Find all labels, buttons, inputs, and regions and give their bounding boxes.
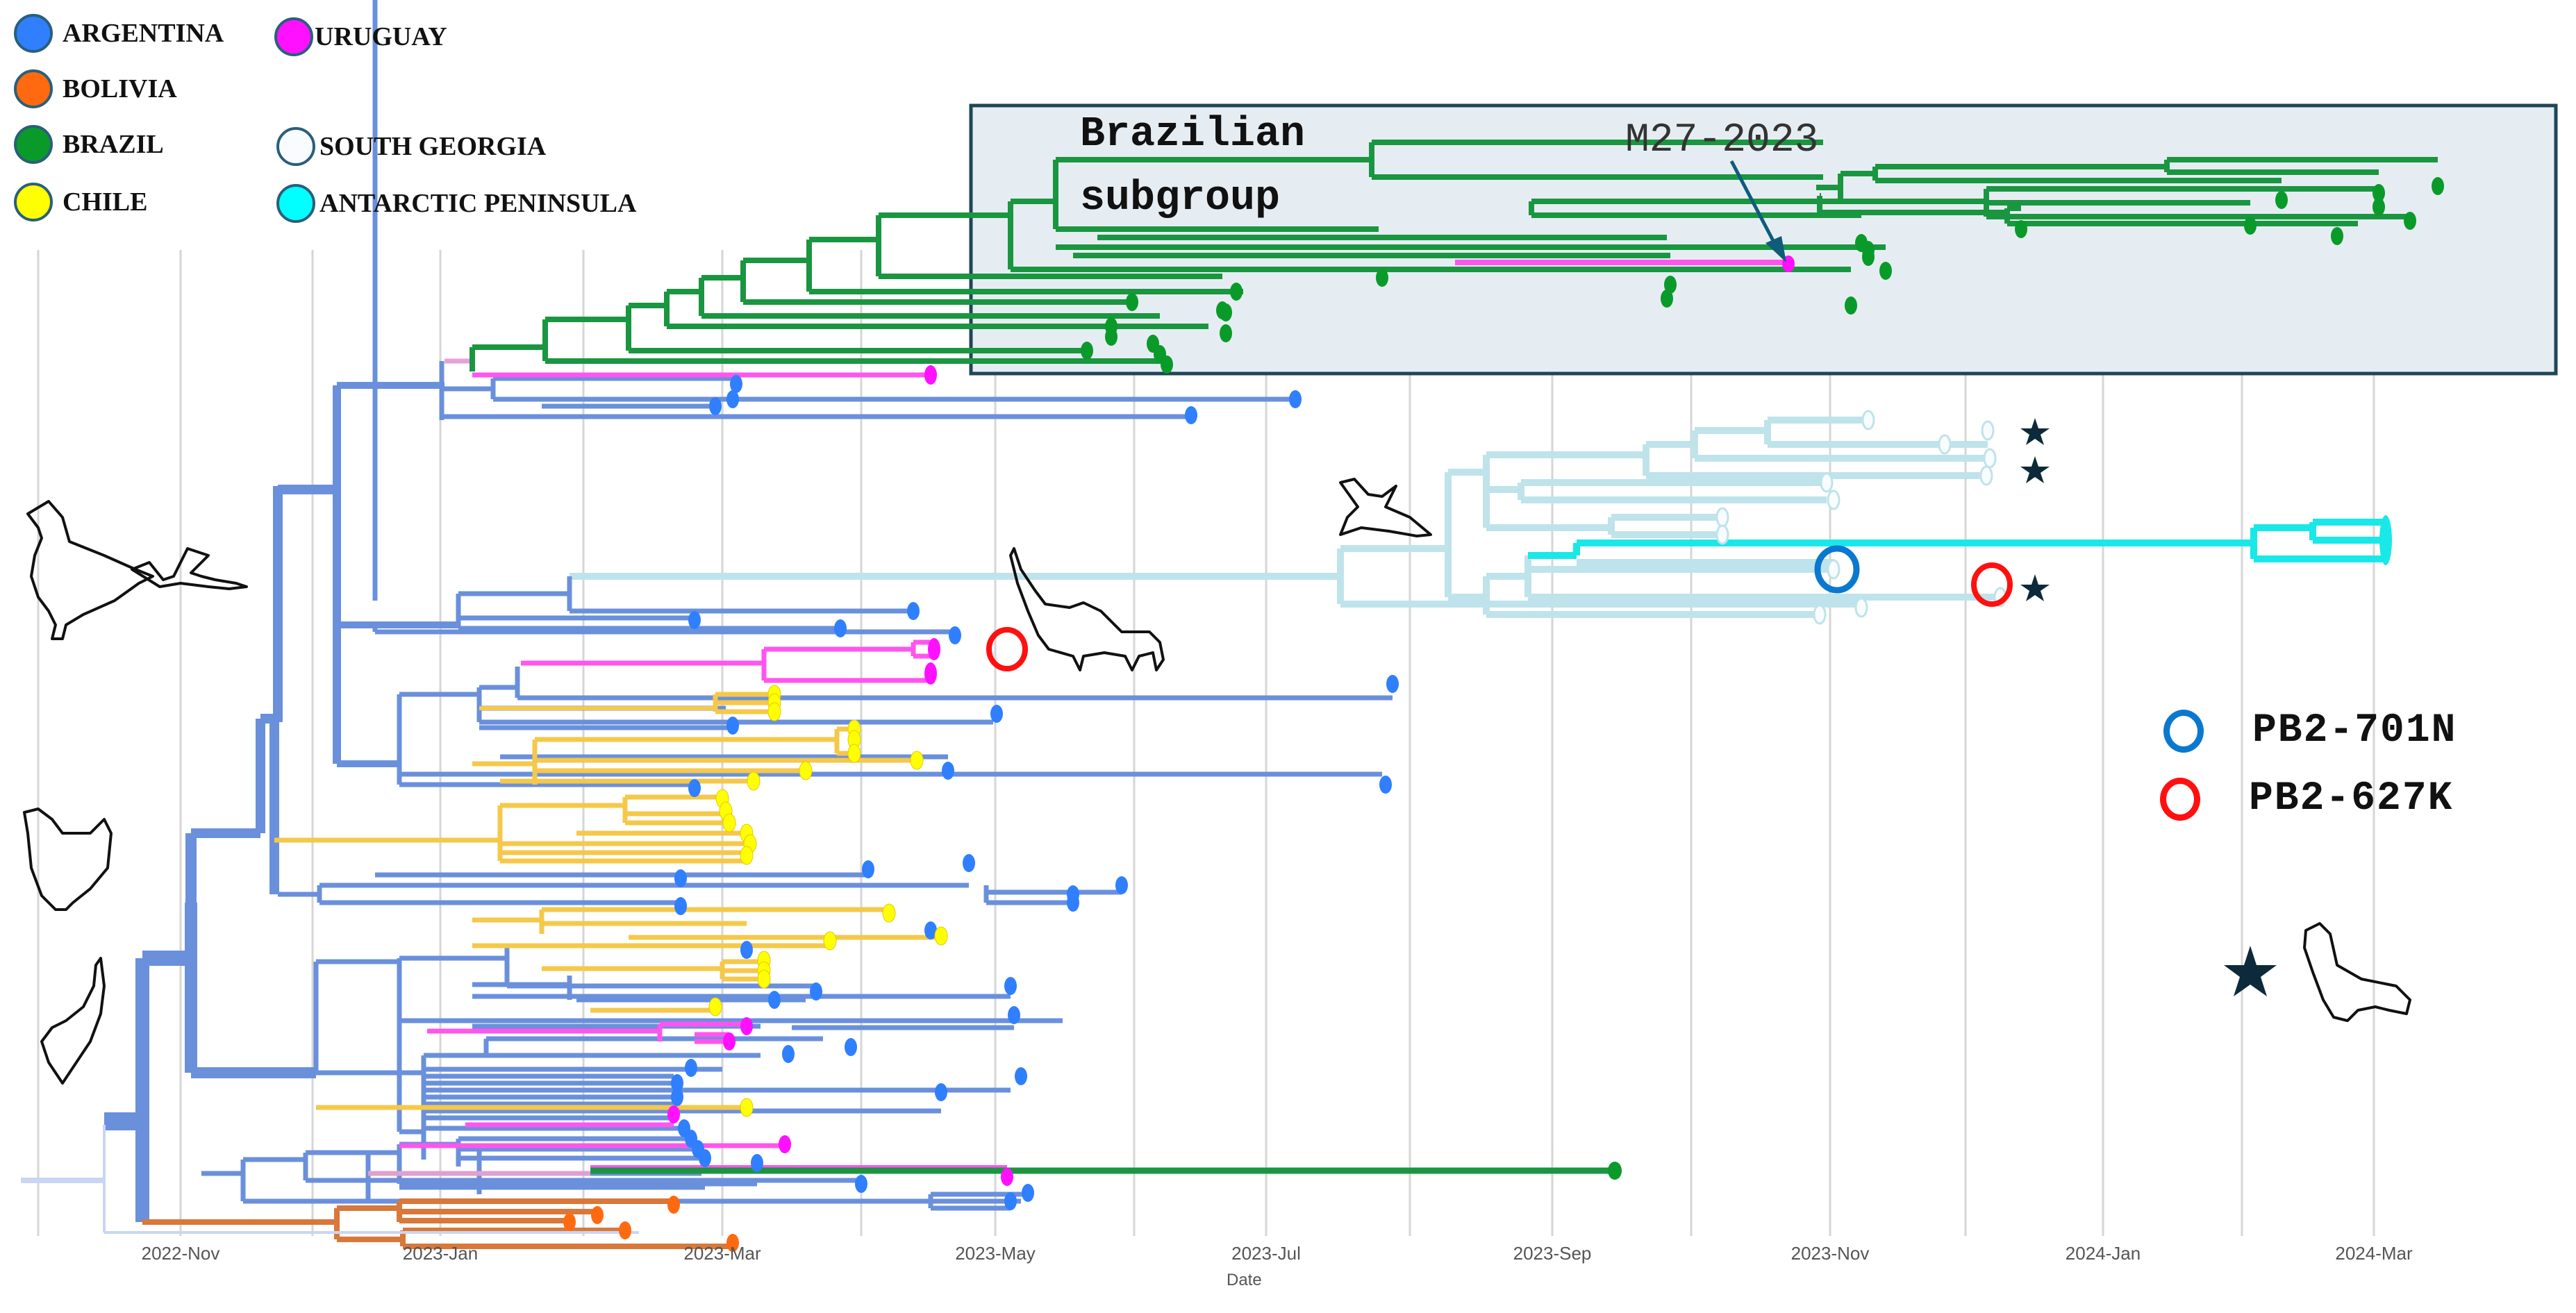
x-tick-label: 2023-Jul	[1231, 1243, 1301, 1264]
legend-label: ANTARCTIC PENINSULA	[319, 189, 637, 218]
chile-lower-branches	[316, 907, 941, 1110]
star-icon	[2224, 946, 2277, 996]
legend-label: SOUTH GEORGIA	[319, 132, 547, 161]
legend-label: URUGUAY	[315, 22, 447, 51]
legend-label: BOLIVIA	[63, 74, 177, 103]
antarctic-peninsula-branches	[1528, 519, 2386, 562]
box-title-line2: subgroup	[1080, 175, 1281, 222]
uruguay-dot-icon	[274, 17, 313, 56]
star-icon	[2020, 456, 2050, 483]
mutation-legend-pb2-627k: PB2-627K	[2160, 776, 2453, 821]
m27-label: M27-2023	[1625, 118, 1819, 163]
chile-mid-branches	[274, 692, 917, 864]
x-tick-label: 2022-Nov	[141, 1243, 220, 1264]
chile-dot-icon	[14, 183, 53, 221]
chicken-icon	[23, 808, 113, 911]
x-tick-label: 2023-May	[955, 1243, 1036, 1264]
brazil-branches	[470, 140, 1886, 371]
m27-arrow	[1729, 160, 1786, 262]
brazil-dot-icon	[14, 125, 53, 164]
brazilian-subgroup-box	[969, 103, 2558, 376]
seabird-icon	[1339, 478, 1432, 537]
backbone-branches	[21, 382, 458, 1222]
pb2-701n-label: PB2-701N	[2252, 708, 2457, 753]
country-legend: ARGENTINA BOLIVIA BRAZIL CHILE URUGUAY S…	[14, 14, 708, 236]
red-ring-icon	[2160, 777, 2200, 821]
pb2-701n-marker	[1814, 545, 1860, 594]
antarctic-peninsula-dot-icon	[276, 184, 315, 223]
legend-item-chile: CHILE	[14, 183, 147, 221]
south-georgia-branches	[570, 417, 2000, 618]
upper-argentina-branches	[439, 361, 1295, 420]
legend-label: CHILE	[63, 187, 148, 217]
x-tick-label: 2023-Sep	[1513, 1243, 1592, 1264]
x-tick-label: 2024-Jan	[2065, 1243, 2141, 1264]
legend-item-argentina: ARGENTINA	[14, 14, 224, 53]
argentina-mid-branches	[278, 0, 1393, 905]
pb2-627k-marker-coati	[986, 627, 1028, 671]
x-axis-title: Date	[1227, 1271, 1262, 1289]
legend-item-south-georgia: SOUTH GEORGIA	[276, 127, 546, 166]
x-tick-label: 2023-Mar	[683, 1243, 761, 1264]
tip-markers	[563, 177, 2444, 1252]
south-georgia-dot-icon	[276, 127, 315, 166]
brazil-upper-right-branches	[1816, 157, 2438, 226]
bolivia-dot-icon	[14, 69, 53, 108]
sea-lion-icon	[2303, 922, 2411, 1022]
x-tick-label: 2023-Nov	[1790, 1243, 1870, 1264]
blue-ring-icon	[2163, 709, 2204, 753]
legend-item-bolivia: BOLIVIA	[14, 69, 177, 108]
star-icons	[2020, 418, 2277, 996]
duck-icon	[26, 500, 154, 640]
rhea-icon	[40, 957, 106, 1085]
pb2-627k-marker	[1971, 562, 2013, 607]
star-icon	[2020, 574, 2050, 601]
legend-label: ARGENTINA	[63, 19, 224, 48]
brazilian-subgroup-title: Brazilian subgroup	[1080, 103, 1305, 231]
x-tick-label: 2023-Jan	[402, 1243, 479, 1264]
legend-item-uruguay: URUGUAY	[274, 17, 447, 56]
uruguay-upper-branch	[444, 358, 931, 378]
seabird-icon	[131, 547, 248, 590]
legend-item-antarctic-peninsula: ANTARCTIC PENINSULA	[276, 184, 636, 223]
argentina-dot-icon	[14, 14, 53, 53]
bolivia-branches	[142, 1198, 733, 1249]
mutation-legend-pb2-701n: PB2-701N	[2163, 708, 2457, 753]
star-icon	[2020, 418, 2050, 445]
pb2-627k-label: PB2-627K	[2249, 776, 2454, 821]
coati-icon	[1009, 547, 1165, 671]
legend-label: BRAZIL	[63, 130, 164, 159]
box-title-line1: Brazilian	[1080, 111, 1306, 158]
x-tick-label: 2024-Mar	[2335, 1243, 2413, 1264]
legend-item-brazil: BRAZIL	[14, 125, 164, 164]
